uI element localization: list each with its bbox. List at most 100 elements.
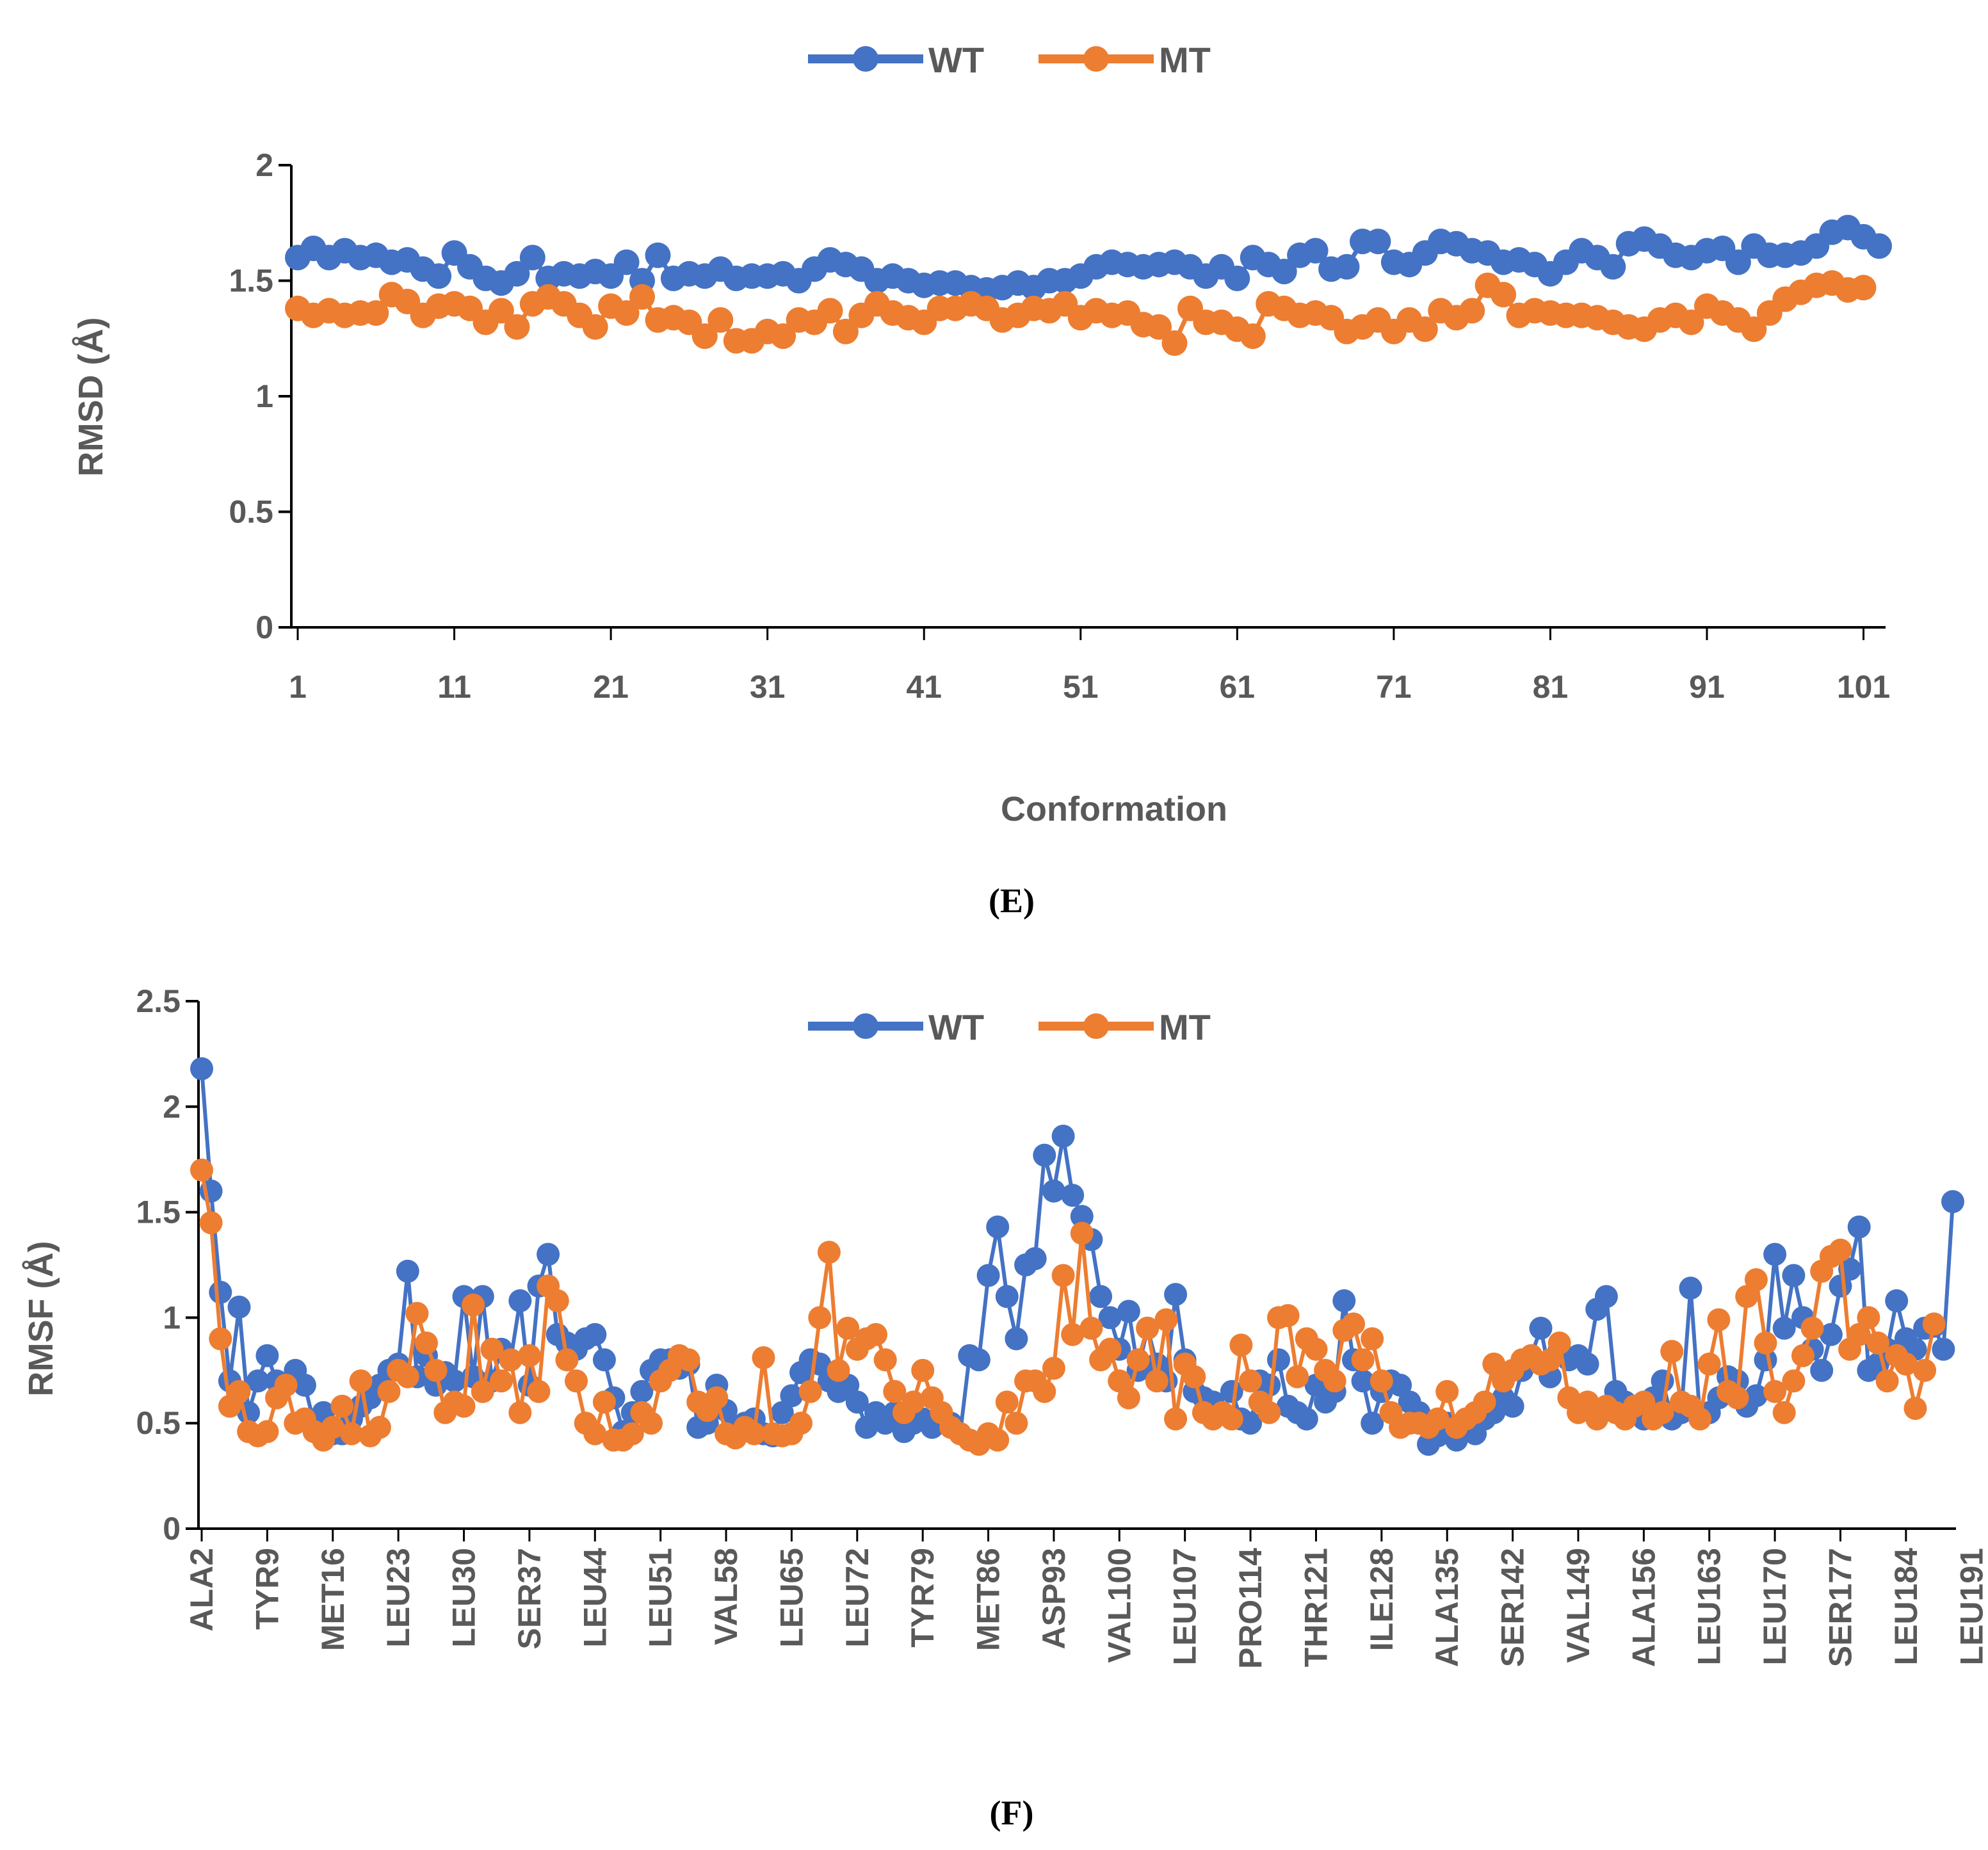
legend-wt-marker: [853, 46, 878, 72]
data-point-mt: [199, 1211, 223, 1235]
data-point-mt: [1033, 1379, 1056, 1403]
x-tick-label: 31: [750, 669, 786, 705]
data-point-wt: [504, 261, 530, 287]
data-point-mt: [1850, 275, 1877, 301]
x-tick-label: LEU107: [1167, 1548, 1203, 1665]
data-point-mt: [1725, 1386, 1749, 1410]
x-tick-label: VAL100: [1101, 1548, 1137, 1663]
x-tick-label: 11: [437, 669, 471, 705]
data-point-mt: [817, 1241, 841, 1264]
data-point-mt: [1660, 1340, 1684, 1363]
y-tick-label: 2: [255, 147, 273, 183]
data-point-mt: [986, 1428, 1010, 1452]
x-tick-label: SER37: [512, 1548, 547, 1649]
data-point-mt: [555, 1348, 579, 1372]
data-point-mt: [629, 284, 655, 310]
data-point-wt: [630, 1379, 654, 1403]
data-point-mt: [1772, 1401, 1796, 1424]
x-tick-label: THR121: [1298, 1548, 1334, 1667]
y-tick-label: 2: [163, 1089, 181, 1125]
y-tick-label: 1: [255, 378, 273, 414]
x-tick-label: 71: [1376, 669, 1412, 705]
data-point-wt: [967, 1348, 990, 1372]
x-tick-label: LEU65: [773, 1548, 809, 1648]
data-point-wt: [1576, 1352, 1599, 1376]
rmsd-chart-panel: WT MT 0 0.5 1 1.5 2 1 11 21 31 41 51 61 71 81 91 101 R…: [72, 40, 1892, 920]
data-point-mt: [883, 1379, 907, 1403]
x-axis-ticks: 1 11 21 31 41 51 61 71 81 91 101: [289, 627, 1890, 705]
data-point-wt: [1098, 1306, 1122, 1330]
series-group: [285, 214, 1892, 356]
data-point-mt: [1370, 1369, 1393, 1393]
data-point-mt: [1161, 330, 1188, 356]
data-point-mt: [1117, 1386, 1140, 1410]
data-point-wt: [1763, 1243, 1787, 1266]
data-point-mt: [1707, 1308, 1731, 1331]
data-point-wt: [1600, 253, 1626, 280]
data-point-mt: [1051, 1264, 1075, 1287]
data-point-wt: [1295, 1407, 1318, 1431]
data-point-mt: [995, 1390, 1019, 1414]
data-point-mt: [1688, 1407, 1712, 1431]
data-point-mt: [836, 1316, 860, 1340]
data-point-wt: [1332, 1289, 1356, 1312]
data-point-mt: [462, 1293, 485, 1317]
legend-mt-label: MT: [1159, 40, 1211, 80]
x-tick-label: LEU44: [577, 1548, 613, 1648]
y-tick-label: 0.5: [229, 494, 273, 530]
data-point-wt: [1051, 1124, 1075, 1148]
data-point-mt: [742, 1422, 766, 1445]
data-point-wt: [1501, 1394, 1524, 1418]
data-point-wt: [1744, 1384, 1768, 1408]
x-tick-label: ALA156: [1626, 1548, 1661, 1667]
rmsf-chart: WT MT 0 0.5 1 1.5 2 2.5 ALA2 TYR9 MET16 LEU23 LEU…: [22, 983, 1988, 1832]
data-point-mt: [1220, 1407, 1243, 1431]
data-point-wt: [246, 1369, 270, 1393]
x-tick-label: ALA135: [1429, 1548, 1465, 1667]
data-point-mt: [1754, 1331, 1777, 1355]
data-point-wt: [1023, 1247, 1047, 1271]
data-point-wt: [293, 1373, 316, 1397]
data-point-mt: [770, 323, 796, 350]
data-point-mt: [1323, 1369, 1346, 1393]
data-point-wt: [1361, 1412, 1384, 1435]
data-point-wt: [1810, 1358, 1834, 1382]
data-point-mt: [1276, 1304, 1300, 1328]
x-axis-ticks: ALA2 TYR9 MET16 LEU23 LEU30 SER37 LEU44 LEU51 VA…: [184, 1529, 1988, 1669]
data-point-mt: [1857, 1306, 1880, 1330]
data-point-mt: [1061, 1323, 1085, 1346]
data-point-mt: [1239, 1369, 1263, 1393]
data-point-mt: [499, 1348, 522, 1372]
data-point-mt: [1741, 316, 1767, 342]
y-axis-ticks: 0 0.5 1 1.5 2 2.5: [136, 983, 198, 1547]
x-tick-label: TYR9: [249, 1548, 285, 1630]
data-point-wt: [1529, 1316, 1553, 1340]
data-point-mt: [873, 1348, 897, 1372]
x-tick-label: 61: [1220, 669, 1256, 705]
data-point-mt: [1005, 1412, 1028, 1435]
data-point-mt: [274, 1373, 298, 1397]
data-point-mt: [1136, 1316, 1160, 1340]
y-tick-label: 1.5: [136, 1194, 181, 1230]
data-point-mt: [1473, 1390, 1496, 1414]
x-tick-label: 51: [1063, 669, 1099, 705]
data-point-mt: [613, 300, 640, 326]
x-tick-label: VAL58: [708, 1548, 744, 1645]
legend: WT MT: [808, 1007, 1211, 1047]
data-point-mt: [508, 1401, 532, 1424]
data-point-mt: [1426, 1407, 1450, 1431]
data-point-wt: [1117, 1299, 1140, 1323]
data-point-wt: [1932, 1337, 1955, 1361]
y-tick-label: 0: [163, 1511, 181, 1547]
data-point-mt: [1145, 1369, 1168, 1393]
x-tick-label: LEU184: [1888, 1548, 1924, 1666]
x-tick-label: LEU163: [1692, 1548, 1727, 1665]
legend-wt-marker: [853, 1013, 878, 1039]
data-point-wt: [1782, 1264, 1806, 1287]
data-point-mt: [1576, 1390, 1599, 1414]
data-point-mt: [396, 1365, 419, 1388]
data-point-mt: [340, 1422, 363, 1445]
data-point-wt: [976, 1264, 1000, 1287]
data-point-mt: [1070, 1221, 1094, 1245]
data-point-mt: [424, 1358, 448, 1382]
